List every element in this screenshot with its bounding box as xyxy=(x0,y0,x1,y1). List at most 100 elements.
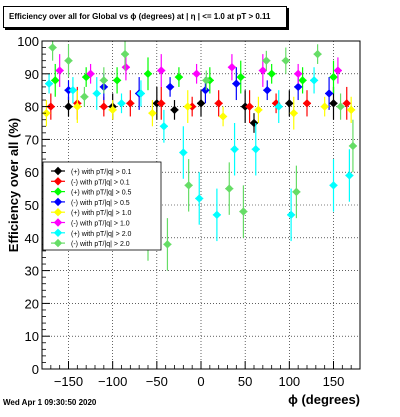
data-point xyxy=(313,49,322,59)
data-point xyxy=(99,102,109,111)
data-point xyxy=(333,66,343,75)
data-point xyxy=(192,69,201,78)
data-point xyxy=(157,66,166,75)
data-point xyxy=(55,66,64,75)
data-point xyxy=(329,72,338,82)
data-point xyxy=(289,108,298,118)
data-point xyxy=(179,148,188,157)
data-point xyxy=(309,76,319,85)
data-point xyxy=(240,102,250,111)
footer-timestamp: Wed Apr 1 09:30:50 2020 xyxy=(3,398,97,407)
y-tick-label: 30 xyxy=(25,264,39,279)
data-point xyxy=(251,145,260,154)
data-point xyxy=(64,102,73,111)
data-point xyxy=(86,69,95,78)
data-point xyxy=(230,145,239,154)
data-point xyxy=(329,99,338,108)
y-tick-label: 70 xyxy=(25,132,39,147)
legend: (+) with pT/|q| > 0.1 (-) with pT/|q| > 0… xyxy=(42,161,162,251)
data-point xyxy=(225,184,234,193)
data-point xyxy=(152,99,162,108)
x-tick-label: 100 xyxy=(278,374,300,389)
y-tick-label: 40 xyxy=(25,231,39,246)
data-point xyxy=(292,187,301,197)
data-point xyxy=(212,210,222,220)
data-point xyxy=(184,181,193,190)
y-tick-label: 0 xyxy=(32,362,39,377)
x-tick-label: 150 xyxy=(323,374,345,389)
data-point xyxy=(163,240,172,249)
data-point xyxy=(99,76,109,85)
x-tick-label: −100 xyxy=(98,374,127,389)
data-point xyxy=(157,99,166,108)
data-point xyxy=(281,56,290,65)
data-point xyxy=(117,99,126,108)
data-point xyxy=(286,210,296,220)
legend-marker xyxy=(53,197,63,207)
y-tick-label: 60 xyxy=(25,165,39,180)
data-point xyxy=(187,102,197,111)
data-point xyxy=(245,102,254,111)
data-point xyxy=(73,102,82,111)
y-tick-label: 100 xyxy=(17,34,39,49)
legend-entry: (-) with pT/|q| > 1.0 xyxy=(71,221,130,228)
data-point xyxy=(170,105,179,115)
data-point xyxy=(302,99,312,108)
data-point xyxy=(126,99,135,108)
data-point xyxy=(232,79,241,88)
data-point xyxy=(81,72,91,82)
legend-marker xyxy=(53,238,63,248)
data-point xyxy=(218,112,228,121)
legend-marker xyxy=(53,166,63,176)
data-point xyxy=(46,102,56,111)
chart-title-box: Efficiency over all for Global vs ϕ (deg… xyxy=(3,6,287,28)
data-point xyxy=(274,102,283,111)
points-layer xyxy=(42,41,358,271)
data-point xyxy=(267,69,276,78)
data-point xyxy=(258,66,268,75)
legend-marker xyxy=(53,177,63,186)
data-point xyxy=(236,72,245,82)
data-point xyxy=(44,79,54,88)
data-point xyxy=(159,122,169,131)
data-point xyxy=(121,63,131,72)
data-point xyxy=(112,76,122,85)
data-point xyxy=(143,69,153,78)
data-point xyxy=(165,82,175,92)
data-point xyxy=(136,89,146,98)
y-tick-label: 10 xyxy=(25,329,39,344)
data-point xyxy=(227,63,237,72)
data-point xyxy=(64,86,73,95)
data-point xyxy=(80,92,89,101)
data-point xyxy=(214,99,223,108)
y-tick-label: 90 xyxy=(25,67,39,82)
data-point xyxy=(92,89,101,98)
legend-marker xyxy=(53,218,63,227)
x-tick-label: 50 xyxy=(238,374,252,389)
data-point xyxy=(285,99,294,108)
legend-entry: (+) with pT/|q| > 0.1 xyxy=(71,169,132,176)
legend-box xyxy=(42,161,162,251)
x-tick-label: 0 xyxy=(197,374,204,389)
legend-entry: (-) with pT/|q| > 2.0 xyxy=(71,241,130,248)
data-point xyxy=(293,82,303,92)
y-tick-label: 50 xyxy=(25,198,39,213)
x-axis-label: ϕ (degrees) xyxy=(288,392,360,407)
data-point xyxy=(293,69,303,78)
axes-layer: 0 10 20 30 40 50 60 70 80 90 100 −150 −100 −50 0 50 100 1… xyxy=(17,34,361,389)
data-point xyxy=(336,102,345,111)
data-point xyxy=(254,105,263,115)
data-point xyxy=(51,76,60,85)
data-point xyxy=(239,207,248,216)
data-point xyxy=(345,171,354,180)
data-point xyxy=(329,181,338,190)
data-point xyxy=(48,43,57,52)
data-point xyxy=(174,72,184,82)
data-point xyxy=(202,76,211,85)
legend-entry: (+) with pT/|q| > 2.0 xyxy=(71,231,132,238)
legend-marker xyxy=(53,208,63,217)
data-point xyxy=(120,49,130,59)
legend-marker xyxy=(53,228,63,237)
x-tick-label: −150 xyxy=(54,374,83,389)
